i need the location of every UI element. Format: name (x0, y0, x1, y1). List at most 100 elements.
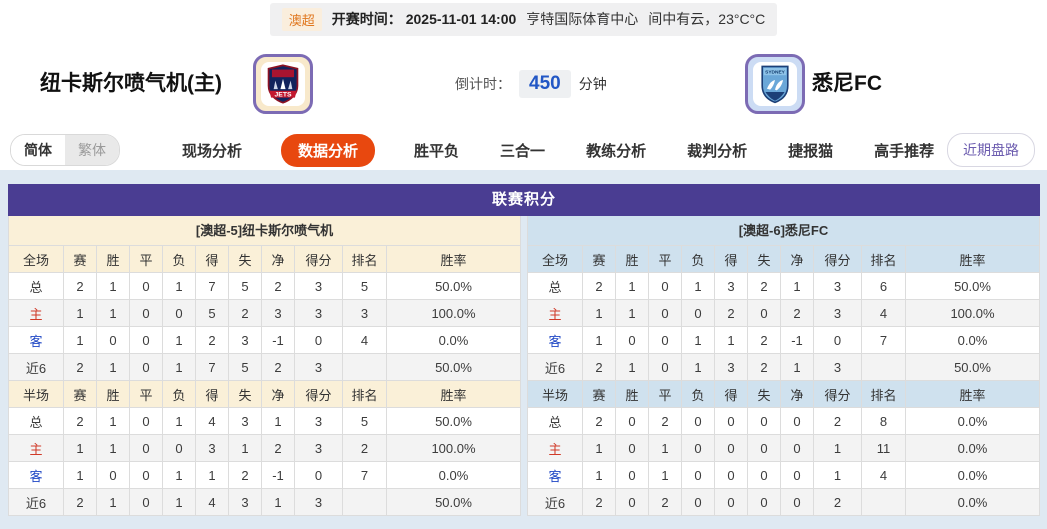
stat-cell: 0 (780, 461, 814, 489)
stat-cell: 0 (714, 461, 748, 489)
stat-cell: 6 (861, 272, 906, 300)
table-row: 近6 2 1 0 1 7 5 2 3 50.0% (8, 353, 521, 381)
column-header: 排名 (861, 245, 906, 273)
stat-cell: 3 (294, 299, 343, 327)
stat-cell: 1 (162, 353, 196, 381)
column-header: 净 (780, 245, 814, 273)
row-label: 主 (8, 434, 64, 462)
stat-cell: 5 (342, 407, 387, 435)
stat-cell: 1 (96, 434, 130, 462)
table-row: 客 1 0 0 1 1 2 -1 0 7 0.0% (8, 461, 521, 489)
stat-cell: 0 (96, 326, 130, 354)
stat-cell: 2 (582, 272, 616, 300)
table-row: 总 2 1 0 1 3 2 1 3 6 50.0% (527, 272, 1040, 300)
column-header: 胜 (96, 380, 130, 408)
stat-cell: 2 (63, 272, 97, 300)
column-header: 失 (747, 380, 781, 408)
stat-cell: 0 (780, 434, 814, 462)
table-row: 近6 2 1 0 1 3 2 1 3 50.0% (527, 353, 1040, 381)
stat-cell: 2 (813, 407, 862, 435)
stat-cell: 7 (861, 326, 906, 354)
stat-cell: 3 (294, 488, 343, 516)
stat-cell: 1 (162, 488, 196, 516)
stat-cell: 7 (195, 272, 229, 300)
column-header: 半场 (8, 380, 64, 408)
stat-cell: 5 (228, 272, 262, 300)
column-header-row: 半场赛胜平负得失净得分 排名 胜率 (8, 380, 521, 408)
stat-cell: 3 (294, 407, 343, 435)
stat-cell: 0 (747, 407, 781, 435)
row-label: 总 (8, 407, 64, 435)
kickoff-label: 开赛时间： (331, 11, 402, 27)
stat-cell: 1 (813, 434, 862, 462)
column-header: 胜率 (386, 245, 521, 273)
stat-cell: 5 (342, 272, 387, 300)
stat-cell: 2 (582, 353, 616, 381)
tab-胜平负[interactable]: 胜平负 (414, 142, 460, 160)
stat-cell: 0 (615, 488, 649, 516)
stat-cell: 1 (582, 326, 616, 354)
column-header: 得分 (294, 380, 343, 408)
stat-cell: 100.0% (905, 299, 1040, 327)
stat-cell: 3 (813, 299, 862, 327)
stat-cell: 2 (228, 299, 262, 327)
stat-cell: 2 (261, 434, 295, 462)
stat-cell: 3 (294, 353, 343, 381)
lang-simplified[interactable]: 简体 (11, 135, 65, 165)
countdown-value: 450 (519, 70, 571, 98)
table-row: 主 1 0 1 0 0 0 0 1 11 0.0% (527, 434, 1040, 462)
table-row: 近6 2 0 2 0 0 0 0 2 0.0% (527, 488, 1040, 516)
column-header-row: 全场赛胜平负得失净得分 排名 胜率 (8, 245, 521, 273)
stat-cell: 50.0% (386, 272, 521, 300)
tab-裁判分析[interactable]: 裁判分析 (687, 142, 748, 160)
stat-cell: 1 (63, 461, 97, 489)
stat-cell: 1 (195, 461, 229, 489)
column-header: 失 (228, 245, 262, 273)
recent-odds-button[interactable]: 近期盘路 (947, 133, 1035, 167)
stat-cell: 3 (813, 272, 862, 300)
tab-数据分析[interactable]: 数据分析 (281, 133, 376, 167)
tab-高手推荐[interactable]: 高手推荐 (874, 142, 935, 160)
team-standings-subtitle: [澳超-6]悉尼FC (527, 216, 1040, 245)
away-team-logo: SYDNEY (745, 54, 805, 114)
lang-traditional[interactable]: 繁体 (65, 135, 119, 165)
row-label: 主 (527, 434, 583, 462)
stat-cell: 3 (228, 488, 262, 516)
column-header: 负 (162, 380, 196, 408)
column-header: 得分 (813, 380, 862, 408)
row-label: 主 (527, 299, 583, 327)
row-label: 总 (527, 272, 583, 300)
column-header: 胜率 (905, 380, 1040, 408)
column-header-row: 全场赛胜平负得失净得分 排名 胜率 (527, 245, 1040, 273)
stat-cell: 2 (780, 299, 814, 327)
stat-cell: 0 (648, 299, 682, 327)
stat-cell: 11 (861, 434, 906, 462)
standings-halves: [澳超-5]纽卡斯尔喷气机 全场赛胜平负得失净得分 排名 胜率总 2 1 0 1 7 5 2 3 5 50… (8, 216, 1040, 516)
stat-cell: 0 (681, 434, 715, 462)
stat-cell: 2 (342, 434, 387, 462)
stat-cell: 1 (162, 407, 196, 435)
column-header: 赛 (63, 245, 97, 273)
tab-现场分析[interactable]: 现场分析 (182, 142, 243, 160)
column-header: 平 (648, 380, 682, 408)
table-row: 主 1 1 0 0 2 0 2 3 4 100.0% (527, 299, 1040, 327)
column-header: 净 (261, 245, 295, 273)
column-header: 得 (195, 380, 229, 408)
stat-cell: 1 (96, 488, 130, 516)
tab-捷报猫[interactable]: 捷报猫 (788, 142, 834, 160)
stat-cell: 0 (648, 353, 682, 381)
stat-cell: 2 (228, 461, 262, 489)
column-header: 全场 (527, 245, 583, 273)
stat-cell: 1 (681, 353, 715, 381)
stat-cell: 1 (261, 407, 295, 435)
stat-cell: 2 (747, 353, 781, 381)
column-header: 赛 (63, 380, 97, 408)
league-badge: 澳超 (281, 7, 322, 31)
column-header: 平 (129, 245, 163, 273)
stat-cell: 0 (813, 326, 862, 354)
home-standings: [澳超-5]纽卡斯尔喷气机 全场赛胜平负得失净得分 排名 胜率总 2 1 0 1 7 5 2 3 5 50… (8, 216, 521, 516)
stat-cell: 2 (582, 488, 616, 516)
tab-三合一[interactable]: 三合一 (500, 142, 546, 160)
stat-cell: 0 (294, 461, 343, 489)
tab-教练分析[interactable]: 教练分析 (586, 142, 647, 160)
